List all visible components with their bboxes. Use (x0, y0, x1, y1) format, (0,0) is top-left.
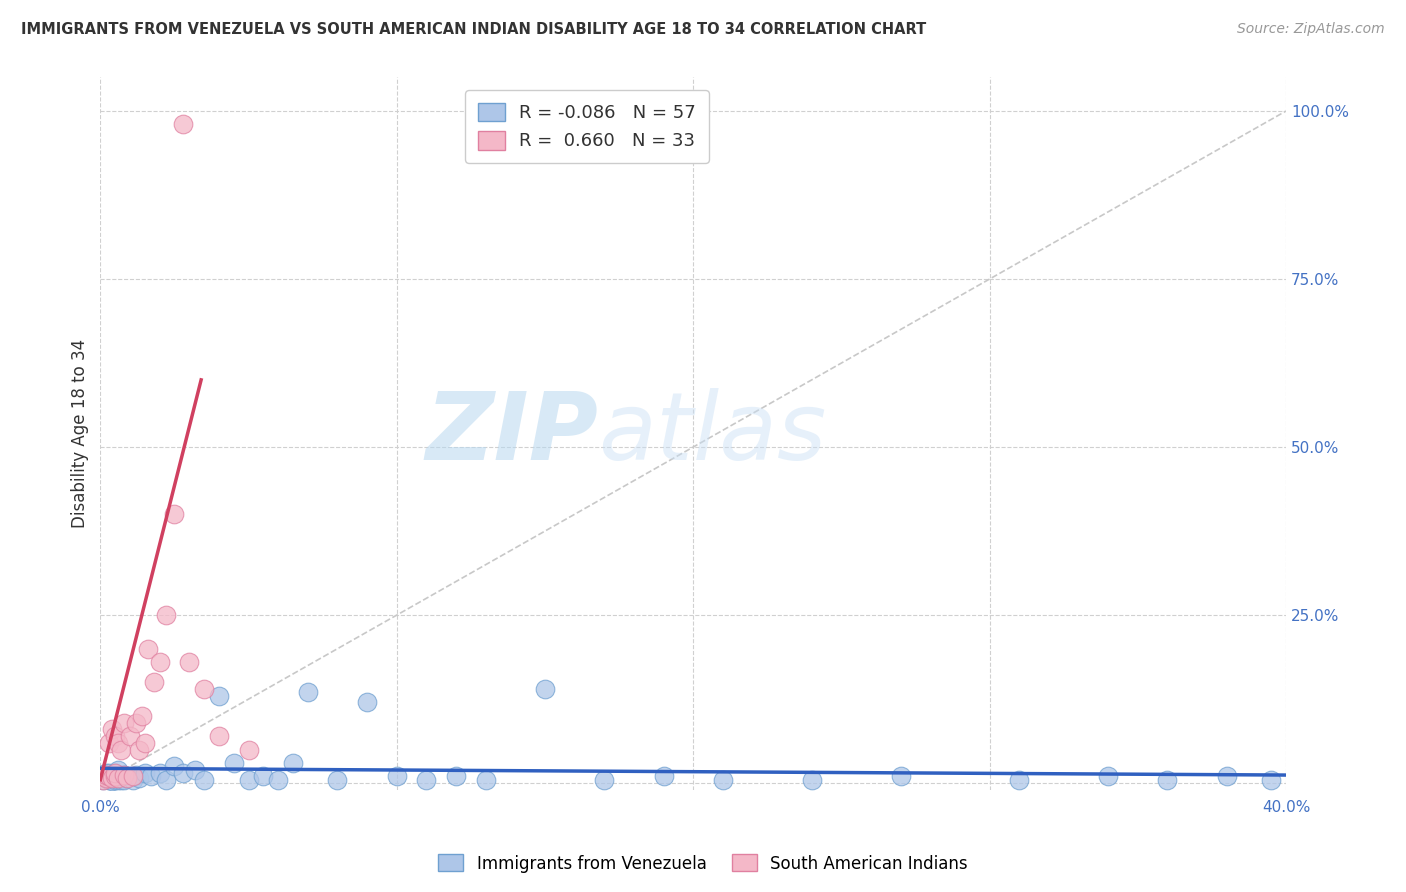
Point (98, 772, 121, 787)
Point (534, 681, 557, 696)
Point (163, 759, 186, 773)
Legend: Immigrants from Venezuela, South American Indians: Immigrants from Venezuela, South America… (432, 847, 974, 880)
Point (112, 715, 135, 730)
Point (98, 766, 121, 780)
Point (155, 608, 177, 623)
Point (98, 769, 121, 783)
Point (1097, 769, 1119, 783)
Point (297, 685, 319, 699)
Point (112, 772, 135, 787)
Point (107, 769, 129, 783)
Point (193, 681, 215, 696)
Point (107, 772, 129, 787)
Point (415, 772, 437, 787)
Point (172, 118, 194, 132)
Text: Source: ZipAtlas.com: Source: ZipAtlas.com (1237, 22, 1385, 37)
Point (172, 766, 194, 780)
Point (91, 772, 114, 787)
Point (115, 771, 138, 785)
Point (98, 769, 121, 783)
Point (107, 771, 129, 785)
Point (107, 736, 129, 750)
Text: ZIP: ZIP (426, 388, 599, 480)
Point (104, 769, 127, 783)
Point (112, 768, 135, 782)
Point (149, 766, 172, 780)
Point (222, 756, 245, 770)
Point (252, 769, 274, 783)
Point (104, 729, 127, 743)
Point (118, 769, 141, 783)
Point (96, 768, 118, 782)
Point (101, 768, 124, 782)
Point (96, 771, 118, 785)
Point (1215, 769, 1237, 783)
Legend: R = -0.086   N = 57, R =  0.660   N = 33: R = -0.086 N = 57, R = 0.660 N = 33 (465, 90, 709, 163)
Point (96, 771, 118, 785)
Point (139, 769, 162, 783)
Point (91, 769, 114, 783)
Point (122, 769, 145, 783)
Point (890, 769, 912, 783)
Point (96, 766, 118, 780)
Point (711, 772, 734, 787)
Point (104, 769, 127, 783)
Point (131, 709, 153, 723)
Point (122, 772, 145, 787)
Point (112, 768, 135, 782)
Point (134, 736, 156, 750)
Point (208, 729, 231, 743)
Point (474, 772, 496, 787)
Point (593, 772, 616, 787)
Point (1260, 772, 1282, 787)
Text: atlas: atlas (599, 388, 827, 479)
Point (149, 655, 172, 669)
Point (110, 769, 132, 783)
Point (163, 508, 186, 522)
Point (142, 675, 165, 690)
Point (193, 772, 215, 787)
Point (91, 769, 114, 783)
Point (115, 771, 138, 785)
Point (101, 723, 124, 737)
Point (101, 774, 124, 789)
Point (128, 771, 150, 785)
Point (134, 766, 156, 780)
Point (1008, 772, 1031, 787)
Point (128, 742, 150, 756)
Point (101, 771, 124, 785)
Point (110, 742, 132, 756)
Point (179, 655, 201, 669)
Point (104, 766, 127, 780)
Point (281, 756, 304, 770)
Point (1156, 772, 1178, 787)
Point (107, 763, 129, 777)
Point (800, 772, 823, 787)
Point (91, 772, 114, 787)
Point (238, 772, 260, 787)
Text: IMMIGRANTS FROM VENEZUELA VS SOUTH AMERICAN INDIAN DISABILITY AGE 18 TO 34 CORRE: IMMIGRANTS FROM VENEZUELA VS SOUTH AMERI… (21, 22, 927, 37)
Point (136, 641, 159, 656)
Point (104, 766, 127, 780)
Point (326, 772, 349, 787)
Point (98, 736, 121, 750)
Point (125, 768, 148, 782)
Point (444, 769, 467, 783)
Point (155, 772, 177, 787)
Point (125, 715, 148, 730)
Point (104, 772, 127, 787)
Point (110, 772, 132, 787)
Point (356, 696, 378, 710)
Point (118, 729, 141, 743)
Point (652, 769, 675, 783)
Point (208, 689, 231, 703)
Y-axis label: Disability Age 18 to 34: Disability Age 18 to 34 (72, 339, 89, 528)
Point (101, 771, 124, 785)
Point (385, 769, 408, 783)
Point (267, 772, 290, 787)
Point (184, 763, 207, 777)
Point (238, 742, 260, 756)
